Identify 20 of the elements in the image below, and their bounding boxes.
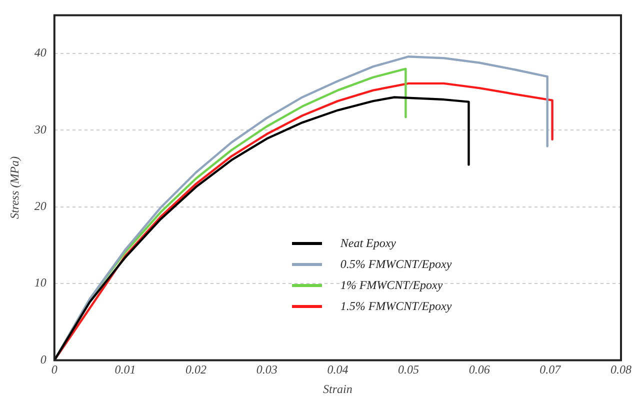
- y-tick-label: 40: [34, 46, 46, 60]
- legend-label: 1.5% FMWCNT/Epoxy: [340, 298, 452, 314]
- y-tick-label: 30: [33, 122, 46, 136]
- x-tick-label: 0.03: [256, 362, 278, 377]
- y-tick-label: 10: [34, 276, 46, 290]
- x-tick-label: 0.04: [327, 362, 348, 377]
- legend-label: 1% FMWCNT/Epoxy: [340, 278, 443, 293]
- x-tick-label: 0.05: [398, 362, 420, 377]
- y-tick-label: 0: [40, 352, 46, 366]
- x-tick-label: 0.02: [186, 362, 207, 377]
- x-tick-label: 0.06: [468, 362, 490, 377]
- legend-label: Neat Epoxy: [340, 236, 396, 251]
- x-tick-label: 0: [51, 362, 58, 377]
- legend-label: 0.5% FMWCNT/Epoxy: [340, 256, 452, 272]
- x-tick-label: 0.07: [540, 362, 562, 377]
- y-axis-title: Stress (MPa): [7, 156, 22, 219]
- x-tick-label: 0.08: [610, 362, 632, 377]
- x-tick-label: 0.01: [114, 362, 136, 377]
- x-axis-title: Strain: [323, 382, 352, 396]
- y-tick-label: 20: [34, 199, 46, 214]
